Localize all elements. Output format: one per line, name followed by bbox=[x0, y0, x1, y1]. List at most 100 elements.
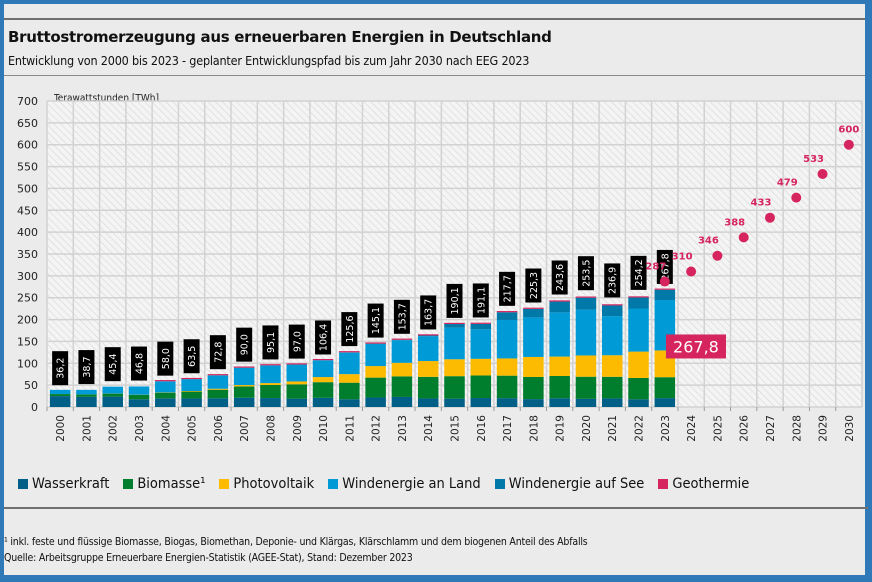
bar-segment-biomasse bbox=[233, 386, 255, 398]
bar-segment-geothermie bbox=[339, 351, 360, 353]
legend-label: Windenergie an Land bbox=[342, 476, 481, 492]
legend-swatch bbox=[658, 479, 669, 489]
bar-segment-wasserkraft bbox=[339, 399, 360, 407]
x-axis-ticks: 2000 2001 2002 2003 2004 2005 2006 2007 2008 2009… bbox=[46, 407, 856, 442]
total-label: 163,7 bbox=[420, 295, 437, 330]
total-label-text: 217,7 bbox=[503, 275, 514, 302]
bar-segment-windenergie-an-land bbox=[575, 309, 597, 356]
legend-label: Geothermie bbox=[672, 476, 750, 492]
total-label-text: 90,0 bbox=[240, 334, 251, 355]
x-tick-label: 2022 bbox=[634, 415, 646, 442]
x-tick-label: 2030 bbox=[844, 415, 856, 442]
bar-segment-wasserkraft bbox=[49, 396, 71, 407]
total-label-bg bbox=[446, 283, 463, 318]
total-labels: 36,2 38,7 45,4 46,8 58,0 63,5 72,8 90,0 95,1 97,0… bbox=[52, 249, 673, 386]
total-label: 225,3 bbox=[525, 268, 542, 303]
bar-segment-biomasse bbox=[207, 389, 229, 399]
bar-segment-photovoltaik bbox=[549, 356, 570, 377]
target-label: 533 bbox=[803, 154, 824, 165]
bar-segment-geothermie bbox=[575, 296, 597, 298]
bar-segment-geothermie bbox=[391, 338, 413, 340]
bar-segment-biomasse bbox=[444, 376, 465, 399]
bar-segment-windenergie-an-land bbox=[207, 375, 229, 389]
target-point bbox=[712, 250, 723, 261]
bar-segment-windenergie-an-land bbox=[102, 386, 123, 394]
legend-item: Windenergie auf See bbox=[494, 476, 644, 492]
x-tick-label: 2011 bbox=[344, 415, 356, 442]
bar-segment-photovoltaik bbox=[207, 388, 229, 390]
bar-segment-biomasse bbox=[286, 384, 308, 399]
total-label-text: 36,2 bbox=[56, 358, 67, 379]
total-label-text: 225,3 bbox=[529, 272, 540, 299]
x-tick-label: 2007 bbox=[239, 415, 251, 442]
legend-item: Photovoltaik bbox=[219, 476, 314, 492]
y-tick-label: 200 bbox=[17, 314, 38, 327]
target-point bbox=[843, 139, 854, 150]
y-tick-label: 700 bbox=[17, 95, 38, 108]
total-label-bg bbox=[420, 295, 437, 330]
total-label-text: 163,7 bbox=[424, 299, 435, 326]
x-tick-label: 2021 bbox=[607, 415, 619, 442]
total-label-bg bbox=[499, 271, 516, 306]
bar-segment-windenergie-auf-see bbox=[575, 297, 597, 310]
bar-segment-biomasse bbox=[260, 385, 281, 399]
total-label-bg bbox=[393, 299, 410, 334]
x-tick-label: 2018 bbox=[528, 415, 540, 442]
total-label-bg bbox=[131, 346, 148, 381]
total-label: 36,2 bbox=[52, 351, 69, 386]
bar-segment-windenergie-an-land bbox=[181, 379, 202, 392]
legend-swatch bbox=[123, 479, 134, 489]
legend-item: Wasserkraft bbox=[18, 476, 109, 492]
x-tick-label: 2026 bbox=[739, 415, 751, 442]
y-tick-label: 50 bbox=[24, 379, 38, 392]
x-tick-label: 2005 bbox=[187, 415, 199, 442]
bar-segment-geothermie bbox=[365, 342, 386, 344]
total-label-bg bbox=[604, 263, 621, 298]
legend-item: Geothermie bbox=[658, 476, 749, 492]
total-label-bg bbox=[157, 341, 174, 376]
total-label: 58,0 bbox=[157, 341, 174, 376]
target-label: 346 bbox=[698, 236, 719, 247]
y-axis-ticks: 0 50 100 150 200 250 300 350 400 450 500 550 600 650 7… bbox=[17, 95, 38, 414]
bar-segment-biomasse bbox=[49, 394, 71, 397]
bar-segment-windenergie-auf-see bbox=[654, 289, 676, 301]
x-tick-label: 2017 bbox=[502, 415, 514, 442]
x-tick-label: 2023 bbox=[660, 415, 672, 442]
bar-segment-wasserkraft bbox=[628, 399, 649, 407]
x-tick-label: 2006 bbox=[213, 415, 225, 442]
target-point bbox=[686, 266, 697, 277]
target-label: 600 bbox=[838, 125, 859, 136]
legend-item: Windenergie an Land bbox=[328, 476, 481, 492]
total-label-bg bbox=[367, 303, 384, 338]
chart-title: Bruttostromerzeugung aus erneuerbaren En… bbox=[8, 28, 552, 46]
highlight-label: 267,8 bbox=[673, 337, 719, 356]
y-tick-label: 350 bbox=[17, 248, 38, 261]
x-tick-label: 2013 bbox=[397, 415, 409, 442]
y-tick-label: 250 bbox=[17, 292, 38, 305]
total-label: 90,0 bbox=[236, 327, 253, 362]
x-tick-label: 2016 bbox=[476, 415, 488, 442]
x-tick-label: 2010 bbox=[318, 415, 330, 442]
total-label: 95,1 bbox=[262, 325, 279, 360]
target-label: 310 bbox=[672, 251, 693, 262]
total-label-bg bbox=[656, 249, 673, 284]
bar-segment-biomasse bbox=[470, 375, 492, 399]
bar-segment-windenergie-auf-see bbox=[444, 324, 465, 328]
bar-segment-geothermie bbox=[601, 304, 623, 306]
bar-segment-wasserkraft bbox=[444, 398, 465, 407]
total-label: 125,6 bbox=[341, 312, 358, 347]
target-label: 388 bbox=[724, 217, 745, 228]
bar-segment-wasserkraft bbox=[391, 396, 413, 407]
bar-segment-geothermie bbox=[654, 288, 676, 290]
footnote: ¹ inkl. feste und flüssige Biomasse, Bio… bbox=[4, 536, 588, 548]
bar-segment-wasserkraft bbox=[470, 398, 492, 407]
target-point bbox=[659, 276, 670, 287]
total-label-bg bbox=[78, 350, 95, 385]
bar-segment-biomasse bbox=[549, 376, 570, 399]
x-tick-label: 2015 bbox=[450, 415, 462, 442]
total-label-text: 45,4 bbox=[108, 354, 119, 375]
bar-segment-windenergie-auf-see bbox=[496, 312, 518, 320]
total-label-text: 243,6 bbox=[555, 264, 566, 291]
bar-segment-wasserkraft bbox=[575, 398, 597, 407]
total-label-bg bbox=[315, 320, 332, 355]
